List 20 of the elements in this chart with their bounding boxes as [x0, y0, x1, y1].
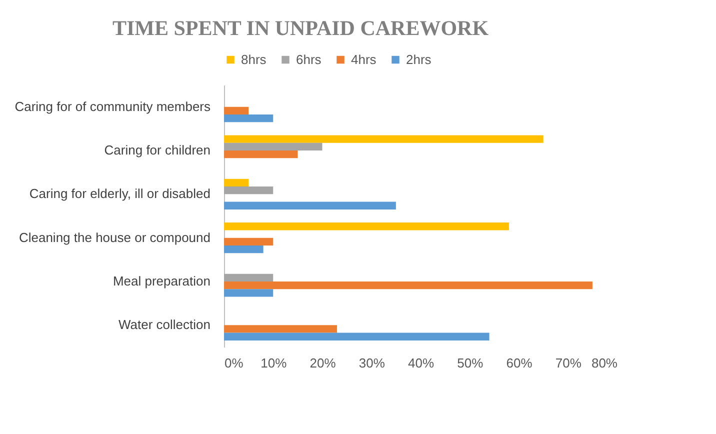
x-tick-label: 30%	[358, 356, 386, 370]
x-tick-label: 60%	[506, 356, 533, 370]
x-tick-label: 10%	[260, 356, 288, 370]
y-tick-label: Cleaning the house or compound	[18, 230, 210, 245]
y-tick-label: Meal preparation	[112, 274, 210, 288]
x-tick-label: 80%	[591, 356, 618, 370]
y-tick-label: Water collection	[118, 317, 210, 332]
x-tick-label: 20%	[310, 356, 336, 370]
y-tick-label: Caring for of community members	[14, 98, 211, 114]
y-tick-label: Caring for elderly, ill or disabled	[29, 186, 210, 202]
legend-label: 2hrs	[406, 52, 432, 67]
legend-label: 4hrs	[351, 52, 377, 67]
x-tick-label: 40%	[408, 356, 434, 370]
x-tick-label: 0%	[224, 356, 244, 370]
x-tick-label: 50%	[457, 356, 484, 370]
chart-title: TIME SPENT IN UNPAID CAREWORK	[112, 16, 490, 40]
legend-label: 8hrs	[241, 52, 267, 67]
legend-label: 6hrs	[296, 52, 322, 67]
x-tick-label: 70%	[555, 356, 582, 370]
y-tick-label: Caring for children	[104, 142, 210, 158]
